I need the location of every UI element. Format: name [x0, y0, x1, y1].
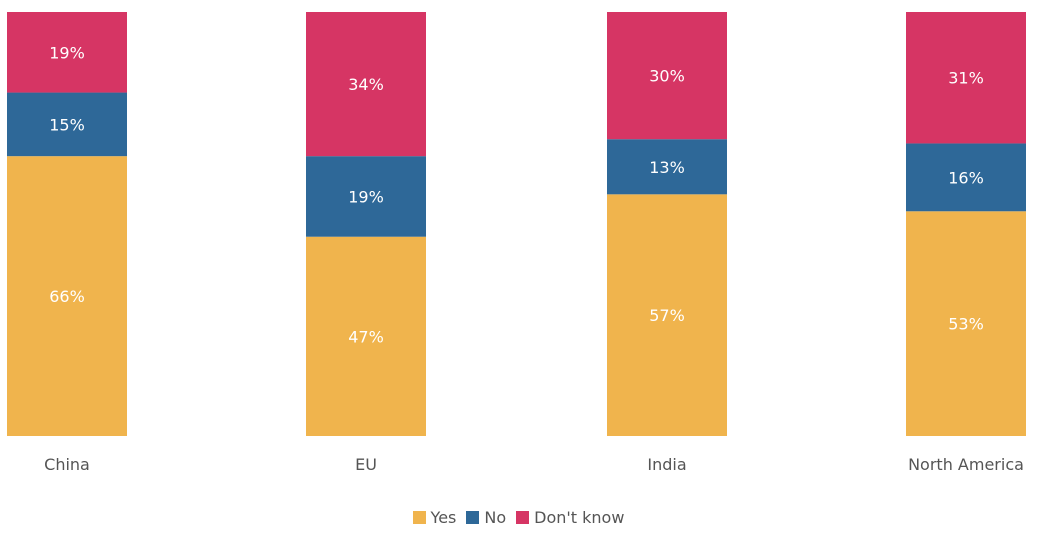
bar-segment	[906, 143, 1026, 212]
data-label: 19%	[348, 187, 384, 206]
legend-label: No	[484, 508, 507, 527]
bar-segment	[7, 12, 127, 93]
data-label: 57%	[649, 306, 685, 325]
bar-segment	[906, 211, 1026, 436]
legend-swatch	[412, 511, 426, 524]
legend-swatch	[466, 511, 480, 524]
data-label: 53%	[948, 315, 984, 334]
data-label: 47%	[348, 327, 384, 346]
category-label: EU	[355, 455, 377, 474]
bar-segment	[906, 12, 1026, 144]
bar-segment	[306, 156, 426, 237]
data-label: 30%	[649, 67, 685, 86]
bar-segment	[306, 236, 426, 436]
category-label: North America	[908, 455, 1024, 474]
bar-segment	[607, 139, 727, 195]
data-label: 31%	[948, 69, 984, 88]
data-label: 13%	[649, 158, 685, 177]
bar-segment	[306, 12, 426, 157]
data-label: 16%	[948, 168, 984, 187]
bar-segment	[7, 92, 127, 157]
legend-swatch	[516, 511, 530, 524]
legend-item: Yes	[412, 508, 457, 527]
bar-segment	[7, 156, 127, 436]
stacked-bar-chart: 66% 15% 19% China 47% 19% 34% EU 57% 13% 30% India 5…	[7, 12, 1026, 474]
legend-item: Don't know	[516, 508, 624, 527]
data-label: 34%	[348, 75, 384, 94]
category-label: China	[44, 455, 90, 474]
legend-item: No	[466, 508, 506, 527]
legend-label: Don't know	[534, 508, 625, 527]
category-label: India	[647, 455, 686, 474]
data-label: 66%	[49, 287, 85, 306]
data-label: 15%	[49, 115, 85, 134]
bar-segment	[607, 12, 727, 140]
data-label: 19%	[49, 43, 85, 62]
legend-label: Yes	[430, 508, 457, 527]
legend: Yes No Don't know	[0, 508, 1037, 528]
bar-segment	[607, 194, 727, 436]
